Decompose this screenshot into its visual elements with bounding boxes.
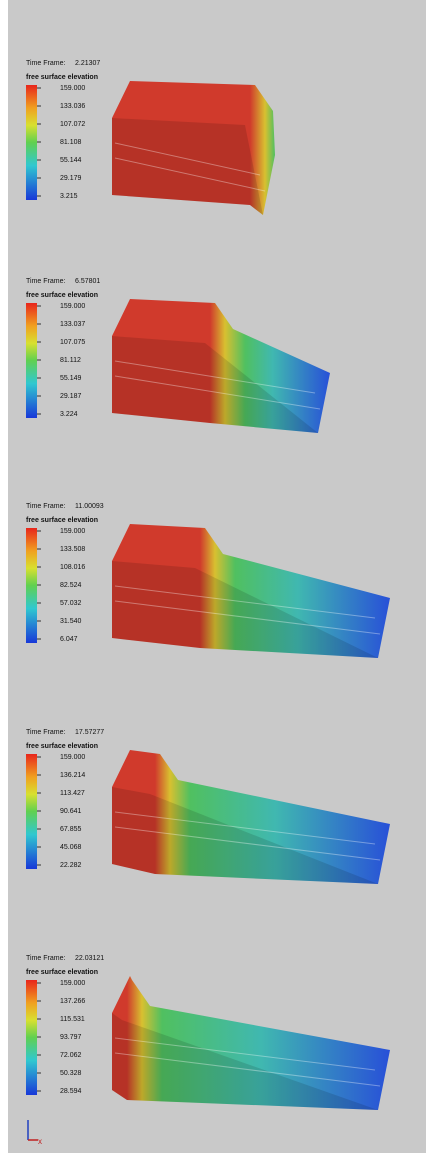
axis-label: x <box>38 1137 42 1146</box>
legend-tick-label: 50.328 <box>60 1070 82 1077</box>
legend-tick-label: 115.531 <box>60 1016 85 1023</box>
legend-tick-label: 57.032 <box>60 600 82 607</box>
legend-tick-label: 108.016 <box>60 564 85 571</box>
legend-tick-label: 159.000 <box>60 85 85 92</box>
legend-title: free surface elevation <box>26 517 98 524</box>
legend-tick-label: 3.224 <box>60 411 78 418</box>
legend-tick-label: 31.540 <box>60 618 82 625</box>
legend-tick-label: 3.215 <box>60 193 78 200</box>
legend-title: free surface elevation <box>26 292 98 299</box>
legend-tick-label: 82.524 <box>60 582 82 589</box>
legend-tick-label: 107.072 <box>60 121 85 128</box>
color-bar <box>26 85 37 200</box>
legend-tick-label: 93.797 <box>60 1034 82 1041</box>
time-frame-value: 6.57801 <box>75 278 100 285</box>
time-frame-value: 17.57277 <box>75 729 104 736</box>
legend-tick-label: 136.214 <box>60 772 85 779</box>
legend-tick-label: 45.068 <box>60 844 82 851</box>
legend-tick-label: 90.641 <box>60 808 82 815</box>
legend-title: free surface elevation <box>26 743 98 750</box>
legend-tick-label: 113.427 <box>60 790 85 797</box>
legend-tick-label: 137.266 <box>60 998 85 1005</box>
legend-title: free surface elevation <box>26 969 98 976</box>
time-frame-value: 11.00093 <box>75 503 104 510</box>
color-bar <box>26 303 37 418</box>
legend-tick-label: 29.187 <box>60 393 82 400</box>
legend-title: free surface elevation <box>26 74 98 81</box>
time-frame-label: Time Frame: <box>26 503 65 510</box>
legend-tick-label: 22.282 <box>60 862 82 869</box>
time-frame-label: Time Frame: <box>26 278 65 285</box>
legend-tick-label: 133.036 <box>60 103 85 110</box>
time-frame-label: Time Frame: <box>26 729 65 736</box>
legend-tick-label: 81.112 <box>60 357 81 364</box>
time-frame-label: Time Frame: <box>26 955 65 962</box>
time-frame-value: 2.21307 <box>75 60 100 67</box>
legend-tick-label: 159.000 <box>60 754 85 761</box>
legend-tick-label: 55.149 <box>60 375 82 382</box>
legend-tick-label: 29.179 <box>60 175 82 182</box>
legend-tick-label: 67.855 <box>60 826 82 833</box>
legend-tick-label: 55.144 <box>60 157 82 164</box>
viewer: x Time Frame: 2.21307 free surface elevati… <box>0 0 435 1153</box>
legend-tick-label: 133.508 <box>60 546 85 553</box>
time-frame-value: 22.03121 <box>75 955 104 962</box>
legend-tick-label: 28.594 <box>60 1088 82 1095</box>
model-view <box>112 81 275 215</box>
color-bar <box>26 528 37 643</box>
legend-tick-label: 159.000 <box>60 980 85 987</box>
legend-tick-label: 133.037 <box>60 321 85 328</box>
legend-tick-label: 72.062 <box>60 1052 82 1059</box>
legend-tick-label: 107.075 <box>60 339 85 346</box>
color-bar <box>26 754 37 869</box>
time-frame-label: Time Frame: <box>26 60 65 67</box>
legend-tick-label: 81.108 <box>60 139 82 146</box>
legend-tick-label: 159.000 <box>60 303 85 310</box>
legend-tick-label: 159.000 <box>60 528 85 535</box>
color-bar <box>26 980 37 1095</box>
legend-tick-label: 6.047 <box>60 636 78 643</box>
